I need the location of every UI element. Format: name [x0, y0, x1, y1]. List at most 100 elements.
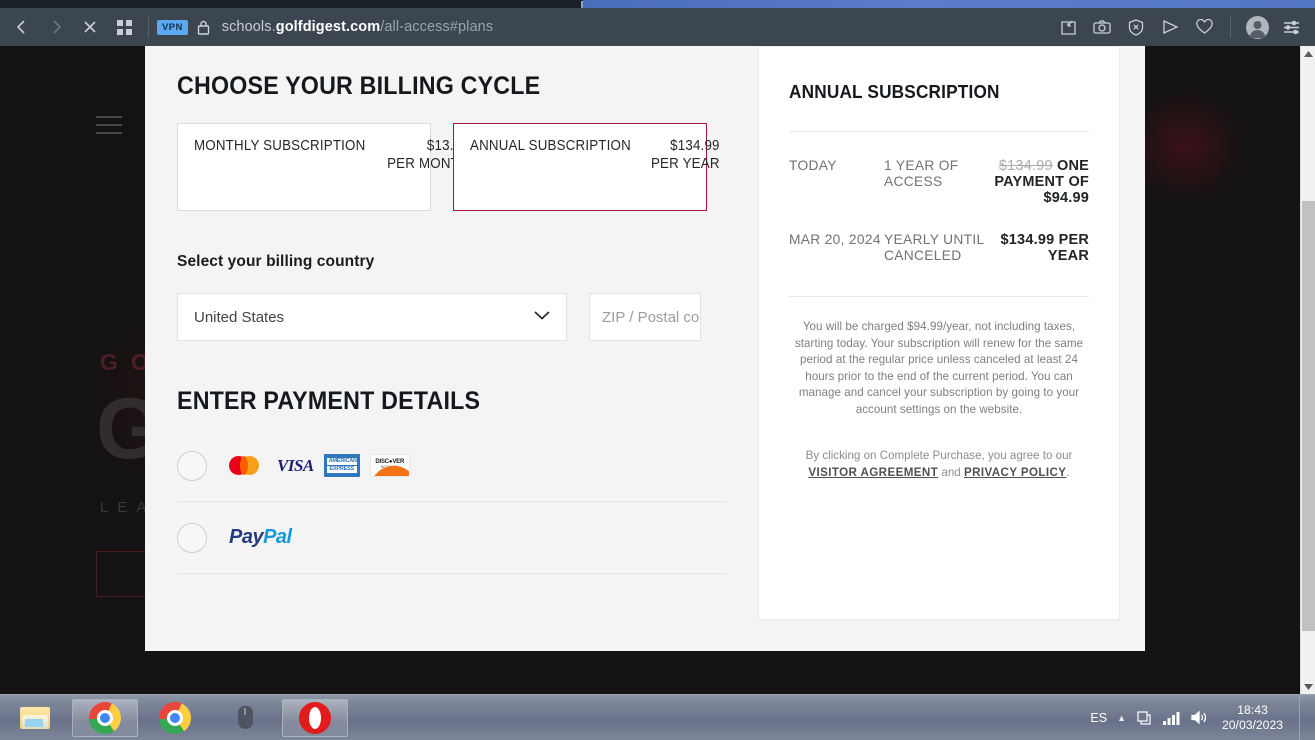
summary-title: ANNUAL SUBSCRIPTION — [789, 81, 1000, 102]
send-flow-icon[interactable] — [1154, 12, 1186, 42]
summary-row: MAR 20, 2024 YEARLY UNTIL CANCELED $134.… — [789, 232, 1089, 264]
radio-paypal[interactable] — [177, 522, 207, 553]
clock-date: 20/03/2023 — [1222, 717, 1283, 732]
country-select-value: United States — [194, 308, 285, 326]
american-express-icon: AMERICAN EXPRESS — [323, 454, 360, 477]
mastercard-icon — [229, 454, 267, 477]
agreement-post: . — [1066, 465, 1070, 479]
easy-setup-icon[interactable] — [1275, 12, 1307, 42]
adblock-shield-icon[interactable] — [1120, 12, 1152, 42]
active-tab[interactable] — [583, 0, 1315, 8]
url-domain: golfdigest.com — [275, 19, 381, 35]
show-desktop-button[interactable] — [1299, 694, 1307, 740]
browser-toolbar: VPN schools.golfdigest.com/all-access#pl… — [0, 8, 1315, 46]
summary-row-original-price: $134.99 — [998, 158, 1053, 174]
zip-input[interactable]: ZIP / Postal code — [589, 293, 701, 341]
agreement-mid: and — [938, 465, 964, 479]
language-indicator[interactable]: ES — [1090, 710, 1108, 725]
pin-note-icon[interactable] — [1052, 12, 1084, 42]
summary-divider — [789, 131, 1089, 132]
billing-option-annual[interactable]: ANNUAL SUBSCRIPTION $134.99 PER YEAR — [453, 123, 719, 211]
scroll-up-arrow[interactable] — [1301, 46, 1315, 61]
address-bar[interactable]: schools.golfdigest.com/all-access#plans — [222, 19, 493, 35]
tab-grid-icon[interactable] — [108, 12, 140, 42]
camera-icon[interactable] — [1086, 12, 1118, 42]
summary-row-what: YEARLY UNTIL CANCELED — [884, 232, 984, 263]
taskbar-item-chrome-1[interactable] — [72, 698, 138, 737]
page-scrollbar[interactable] — [1300, 46, 1315, 694]
billing-country-heading: Select your billing country — [177, 253, 375, 270]
summary-row: TODAY 1 YEAR OF ACCESS $134.99 ONE PAYME… — [789, 158, 1089, 206]
summary-row-when: MAR 20, 2024 — [789, 232, 881, 247]
vpn-badge[interactable]: VPN — [157, 19, 188, 35]
taskbar-item-opera[interactable] — [282, 698, 348, 737]
google-chrome-icon — [89, 701, 121, 734]
privacy-policy-link[interactable]: PRIVACY POLICY — [963, 465, 1067, 479]
order-summary-column: ANNUAL SUBSCRIPTION TODAY 1 YEAR OF ACCE… — [758, 46, 1145, 651]
clock-time: 18:43 — [1237, 702, 1268, 717]
stop-loading-icon[interactable] — [74, 12, 106, 42]
network-icon[interactable] — [1136, 710, 1153, 726]
toolbar-divider — [148, 16, 149, 38]
agreement-text: By clicking on Complete Purchase, you ag… — [789, 448, 1089, 481]
back-arrow-icon[interactable] — [6, 12, 38, 42]
taskbar-item-mouse-utility[interactable] — [212, 699, 278, 737]
billing-option-label: ANNUAL SUBSCRIPTION — [470, 138, 631, 154]
order-summary-card: ANNUAL SUBSCRIPTION TODAY 1 YEAR OF ACCE… — [758, 46, 1120, 620]
toolbar-divider-2 — [1230, 16, 1231, 38]
speaker-icon[interactable] — [1190, 710, 1208, 725]
payment-details-heading: ENTER PAYMENT DETAILS — [177, 387, 481, 415]
billing-option-monthly[interactable]: MONTHLY SUBSCRIPTION $13.49 PER MONTH — [177, 123, 469, 211]
visitor-agreement-link[interactable]: VISITOR AGREEMENT — [808, 465, 939, 479]
summary-row-amount: $134.99 PER YEAR — [1000, 232, 1089, 264]
mouse-icon — [237, 706, 253, 729]
scrollbar-thumb[interactable] — [1302, 201, 1315, 631]
checkout-modal: CHOOSE YOUR BILLING CYCLE MONTHLY SUBSCR… — [145, 46, 1145, 651]
summary-row-when: TODAY — [789, 158, 837, 173]
zip-placeholder: ZIP / Postal code — [602, 308, 700, 326]
signal-bars-icon[interactable] — [1163, 711, 1180, 725]
summary-row-charge: ONE PAYMENT OF $94.99 — [994, 158, 1089, 206]
forward-arrow-icon[interactable] — [40, 12, 72, 42]
url-subdomain: schools. — [221, 19, 276, 35]
opera-browser-icon — [299, 701, 331, 734]
paypal-pay: Pay — [229, 526, 264, 548]
chevron-down-icon — [532, 308, 552, 326]
discover-icon: DISC●VERNETWORK — [369, 454, 410, 477]
summary-row-amount: $134.99 ONE PAYMENT OF $94.99 — [989, 158, 1089, 206]
radio-credit-card[interactable] — [177, 450, 207, 481]
url-path: /all-access#plans — [380, 19, 494, 35]
summary-divider-2 — [789, 296, 1089, 297]
paypal-icon: PayPal — [229, 526, 292, 549]
agreement-pre: By clicking on Complete Purchase, you ag… — [805, 449, 1073, 462]
hamburger-menu-icon[interactable] — [96, 116, 122, 140]
windows-taskbar: ES ▲ 18:43 20/03/2023 — [0, 694, 1315, 740]
visa-icon: VISA — [277, 455, 314, 475]
padlock-icon[interactable] — [197, 20, 210, 35]
billing-option-period: PER YEAR — [650, 156, 720, 172]
file-explorer-icon — [20, 705, 50, 730]
checkout-form-column: CHOOSE YOUR BILLING CYCLE MONTHLY SUBSCR… — [145, 46, 758, 651]
taskbar-item-chrome-2[interactable] — [142, 699, 208, 737]
browser-tab-strip — [0, 0, 1315, 8]
show-hidden-icons-arrow[interactable]: ▲ — [1117, 712, 1126, 723]
billing-fineprint: You will be charged $94.99/year, not inc… — [794, 320, 1084, 416]
scroll-down-arrow[interactable] — [1301, 679, 1315, 694]
country-select[interactable]: United States — [177, 293, 567, 341]
billing-cycle-options: MONTHLY SUBSCRIPTION $13.49 PER MONTH AN… — [177, 123, 726, 211]
avatar[interactable] — [1241, 12, 1273, 42]
system-tray: ES ▲ 18:43 20/03/2023 — [1090, 694, 1315, 740]
summary-row-what: 1 YEAR OF ACCESS — [884, 158, 959, 189]
billing-option-label: MONTHLY SUBSCRIPTION — [194, 138, 366, 154]
background-glow-right — [1125, 91, 1245, 201]
clock[interactable]: 18:43 20/03/2023 — [1218, 703, 1283, 733]
billing-option-price: $134.99 — [670, 138, 720, 154]
heart-icon[interactable] — [1188, 12, 1220, 42]
payment-method-paypal[interactable]: PayPal — [177, 502, 726, 574]
billing-cycle-heading: CHOOSE YOUR BILLING CYCLE — [177, 72, 541, 100]
taskbar-item-file-explorer[interactable] — [2, 699, 68, 737]
google-chrome-icon — [159, 701, 191, 734]
